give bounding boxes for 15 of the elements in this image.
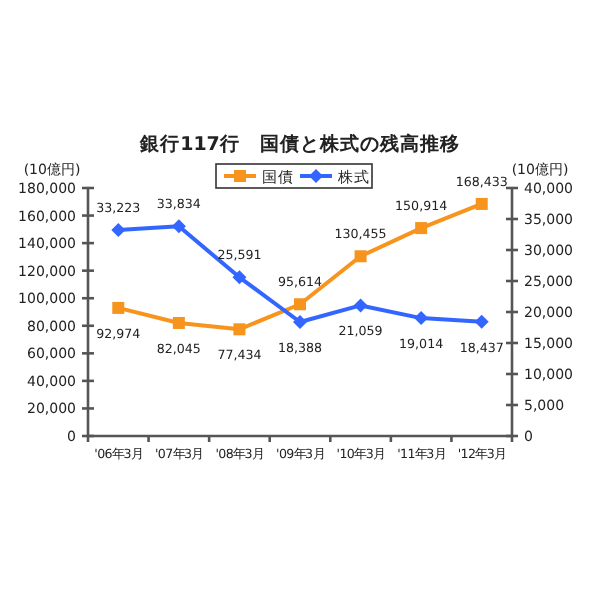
point xyxy=(111,223,126,238)
point xyxy=(415,222,428,235)
point xyxy=(293,314,307,329)
point xyxy=(112,301,125,314)
point xyxy=(475,197,488,210)
point xyxy=(233,323,246,336)
point xyxy=(171,219,186,234)
point xyxy=(414,311,429,326)
point xyxy=(232,270,247,285)
point xyxy=(354,250,367,263)
point xyxy=(353,298,368,313)
point xyxy=(294,298,306,311)
point xyxy=(172,316,185,329)
point xyxy=(474,314,489,329)
chart-title: 銀行117行 国債と株式の残高推移 xyxy=(138,132,460,156)
